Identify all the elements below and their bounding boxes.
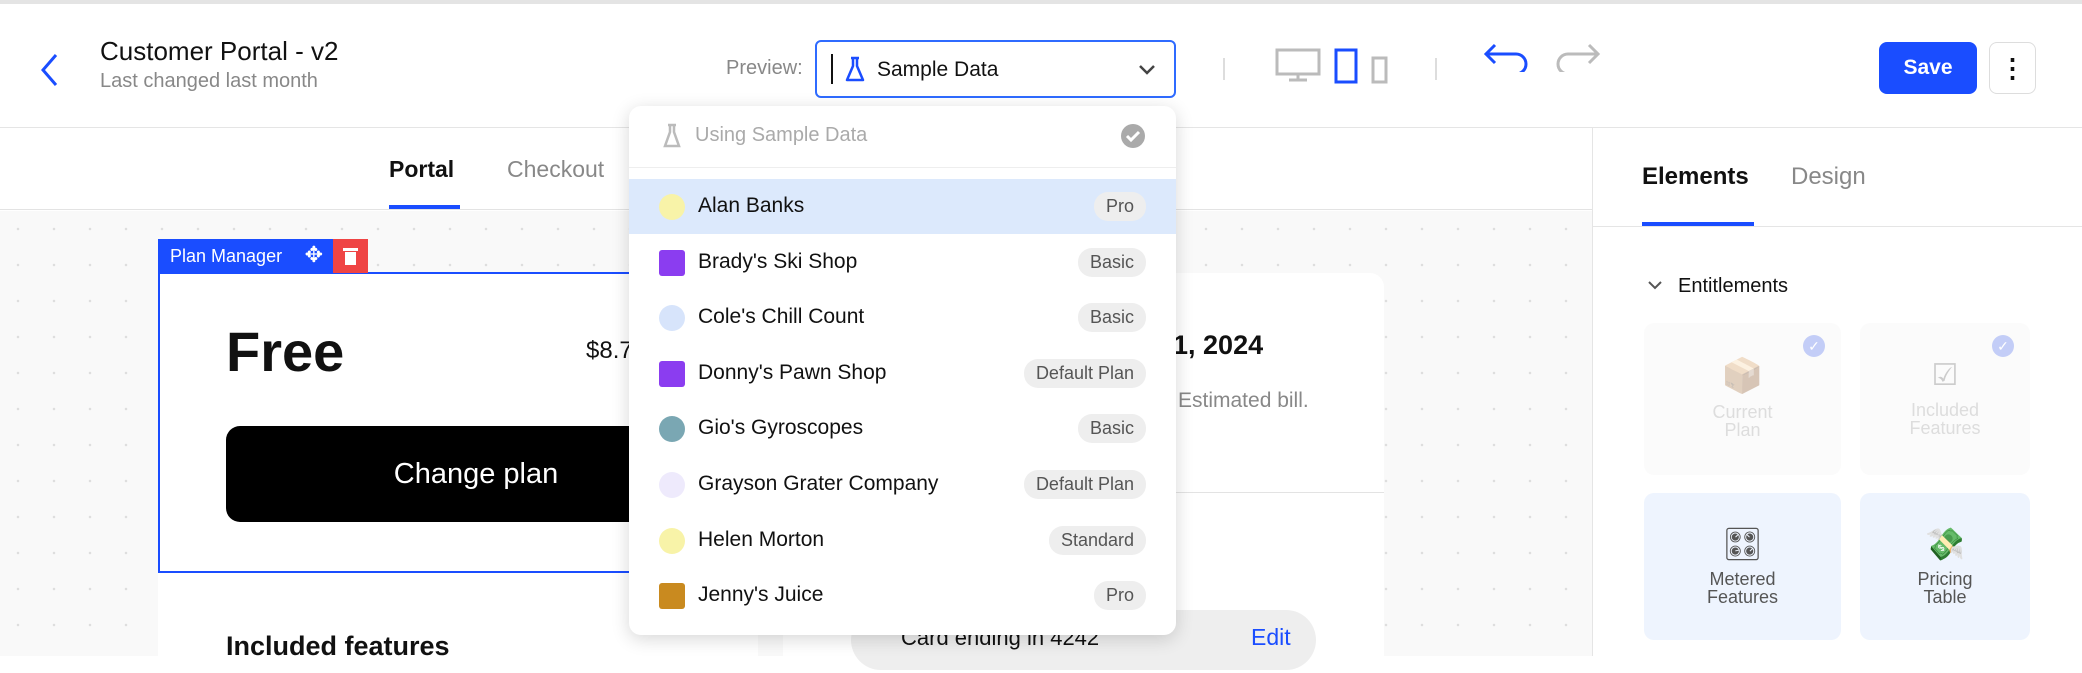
tab-checkout[interactable]: Checkout — [507, 156, 605, 182]
customer-option[interactable]: Brady's Ski Shop Basic — [629, 235, 1176, 290]
edit-payment-link[interactable]: Edit — [1251, 624, 1291, 650]
element-current-plan[interactable]: 📦 Current Plan ✓ — [1644, 323, 1841, 475]
building-purple-icon — [659, 249, 685, 276]
page-title: Customer Portal - v2 — [100, 36, 339, 66]
back-arrow-icon[interactable] — [38, 52, 60, 88]
juice-image-icon — [659, 583, 685, 610]
flask-icon — [663, 123, 681, 148]
element-included-features[interactable]: ☑ Included Features ✓ — [1860, 323, 2030, 475]
building-purple-icon — [659, 360, 685, 387]
plan-badge: Basic — [1077, 247, 1146, 277]
tab-portal[interactable]: Portal — [389, 156, 455, 182]
customer-name: Jenny's Juice — [698, 583, 824, 607]
active-tab-indicator — [1642, 222, 1754, 226]
customer-name: Helen Morton — [698, 527, 825, 551]
move-icon[interactable]: ✥ — [304, 242, 323, 267]
trash-icon — [343, 248, 358, 265]
tab-elements[interactable]: Elements — [1642, 163, 1749, 190]
check-icon: ✓ — [1803, 335, 1825, 357]
preview-label: Preview: — [726, 57, 803, 79]
customer-name: Alan Banks — [698, 194, 805, 217]
customer-option[interactable]: Helen Morton Standard — [629, 513, 1176, 568]
plan-name: Free — [226, 320, 345, 383]
divider — [1435, 58, 1437, 80]
active-tab-indicator — [389, 205, 460, 209]
text-cursor — [831, 54, 833, 84]
divider — [1223, 58, 1225, 80]
last-changed: Last changed last month — [100, 70, 318, 92]
element-label-text: Plan Manager — [170, 246, 283, 266]
window-top-border — [0, 0, 2082, 4]
check-circle-icon — [1121, 124, 1145, 148]
building-lavender-icon — [659, 472, 685, 498]
selection-frame — [158, 272, 758, 573]
customer-name: Cole's Chill Count — [698, 305, 865, 329]
tab-design[interactable]: Design — [1791, 163, 1866, 190]
change-plan-button[interactable]: Change plan — [226, 426, 666, 522]
undo-icon[interactable] — [1483, 42, 1531, 72]
section-entitlements[interactable]: Entitlements — [1678, 275, 1789, 297]
customer-option[interactable]: Alan Banks Pro — [629, 179, 1176, 234]
customer-option[interactable]: Jenny's Juice Pro — [629, 568, 1176, 623]
desktop-view-icon[interactable] — [1275, 48, 1321, 82]
divider — [629, 167, 1176, 168]
element-label: Included Features — [1909, 400, 1981, 438]
element-label: Pricing Table — [1917, 568, 1973, 607]
preview-value: Sample Data — [877, 58, 999, 81]
plan-badge: Pro — [1093, 192, 1146, 221]
gauge-panel-icon: 🎛 — [1722, 525, 1763, 562]
gyroscope-icon — [659, 416, 685, 443]
chevron-down-icon[interactable] — [1647, 280, 1663, 292]
tablet-view-icon[interactable] — [1334, 48, 1358, 84]
money-wings-icon: 💸 — [1925, 525, 1965, 562]
plan-badge: Pro — [1093, 581, 1146, 611]
right-panel: Elements Design Entitlements 📦 Current Pl… — [1592, 128, 2082, 656]
customer-name: Grayson Grater Company — [698, 472, 939, 495]
customer-name: Donny's Pawn Shop — [698, 360, 887, 384]
plan-badge: Default Plan — [1023, 470, 1146, 499]
estimated-bill-text: Estimated bill. — [1178, 389, 1309, 412]
chevron-down-icon — [1139, 65, 1155, 75]
checkbox-icon: ☑ — [1931, 359, 1959, 392]
check-icon: ✓ — [1992, 335, 2014, 357]
building-yellow-icon — [659, 527, 685, 554]
customer-option[interactable]: Gio's Gyroscopes Basic — [629, 401, 1176, 456]
element-label: Current Plan — [1712, 402, 1773, 440]
save-button[interactable]: Save — [1879, 42, 1977, 94]
customer-option[interactable]: Grayson Grater Company Default Plan — [629, 457, 1176, 512]
plan-badge: Standard — [1048, 525, 1146, 555]
customer-option[interactable]: Cole's Chill Count Basic — [629, 290, 1176, 345]
element-label: Plan Manager ✥ — [158, 239, 333, 273]
plan-badge: Default Plan — [1023, 358, 1146, 388]
plan-badge: Basic — [1077, 303, 1146, 333]
customer-name: Gio's Gyroscopes — [698, 416, 864, 440]
more-options-icon[interactable]: ⋮ — [1989, 42, 2036, 94]
divider — [1593, 226, 2082, 227]
box-icon: 📦 — [1721, 357, 1764, 395]
mobile-view-icon[interactable] — [1371, 56, 1388, 84]
element-label: Metered Features — [1706, 568, 1779, 607]
element-pricing-table[interactable]: 💸 Pricing Table — [1860, 493, 2030, 640]
customer-name: Brady's Ski Shop — [698, 249, 858, 273]
plan-badge: Basic — [1077, 414, 1146, 444]
plan-price: $8.7 — [586, 337, 633, 364]
element-metered-features[interactable]: 🎛 Metered Features — [1644, 493, 1841, 640]
building-yellow-icon — [659, 194, 685, 220]
building-blue-icon — [659, 305, 685, 332]
flask-icon — [845, 56, 865, 82]
redo-icon[interactable] — [1553, 42, 1601, 72]
customer-option[interactable]: Donny's Pawn Shop Default Plan — [629, 346, 1176, 401]
delete-element-button[interactable] — [333, 239, 368, 273]
preview-data-select[interactable]: Sample Data — [815, 40, 1176, 98]
preview-data-menu: Using Sample Data Alan Banks Pro Brady's S… — [629, 106, 1176, 635]
included-features-heading: Included features — [226, 631, 450, 661]
sample-data-option[interactable]: Using Sample Data — [695, 124, 868, 146]
